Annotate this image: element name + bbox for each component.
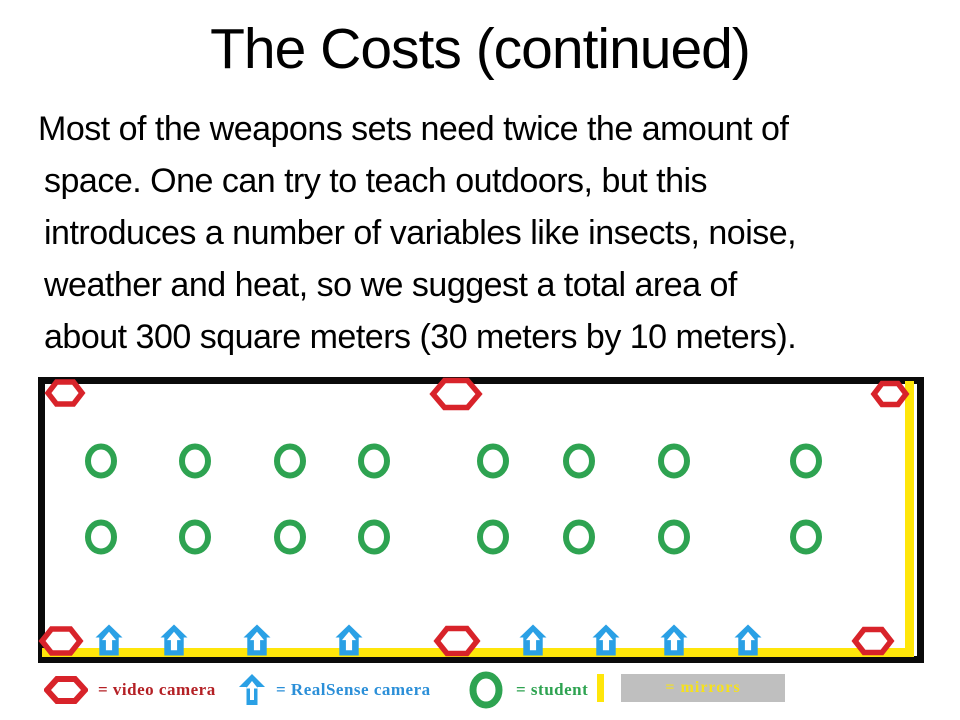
- body-text: Most of the weapons sets need twice the …: [36, 103, 951, 363]
- student-shape: [790, 519, 822, 555]
- realsense-camera-inner-arrow: [101, 631, 117, 651]
- realsense-camera-inner-arrow: [740, 631, 756, 651]
- student-shape: [658, 519, 690, 555]
- mirror-icon: [597, 674, 604, 702]
- realsense-camera-inner-arrow: [598, 631, 614, 651]
- realsense-camera-inner-arrow: [666, 631, 682, 651]
- legend-mirrors-label: = mirrors: [665, 679, 741, 696]
- student-shape: [563, 443, 595, 479]
- realsense-camera-inner-arrow: [249, 631, 265, 651]
- body-line: Most of the weapons sets need twice the …: [38, 110, 789, 148]
- body-line: space. One can try to teach outdoors, bu…: [44, 162, 708, 200]
- mirror-line-bottom: [42, 648, 914, 657]
- student-shape: [477, 443, 509, 479]
- legend-video-camera: = video camera: [44, 676, 216, 704]
- legend-mirrors-box: = mirrors: [621, 674, 785, 702]
- student-shape: [85, 519, 117, 555]
- realsense-camera-inner-arrow: [341, 631, 357, 651]
- mirror-line-right: [905, 381, 914, 657]
- legend-student-label: = student: [516, 680, 589, 699]
- video-camera-shape: [433, 625, 481, 657]
- student-shape: [477, 519, 509, 555]
- body-line: introduces a number of variables like in…: [44, 214, 797, 252]
- room-floor: [45, 384, 917, 656]
- student-shape: [179, 443, 211, 479]
- video-camera-shape: [38, 626, 84, 656]
- video-camera-shape: [429, 377, 483, 411]
- legend-video-camera-label: = video camera: [98, 680, 216, 699]
- video-camera-shape: [851, 626, 895, 656]
- student-shape: [658, 443, 690, 479]
- legend-mirrors: = mirrors: [597, 674, 785, 702]
- realsense-camera-inner-arrow: [525, 631, 541, 651]
- student-shape: [274, 519, 306, 555]
- slide-title: The Costs (continued): [210, 17, 751, 81]
- legend-realsense-camera: = RealSense camera: [238, 673, 431, 707]
- body-line: about 300 square meters (30 meters by 10…: [44, 318, 797, 356]
- video-camera-icon: [44, 676, 88, 704]
- student-shape: [358, 519, 390, 555]
- student-shape: [274, 443, 306, 479]
- student-shape: [358, 443, 390, 479]
- student-shape: [179, 519, 211, 555]
- body-line: weather and heat, so we suggest a total …: [44, 266, 737, 304]
- legend-student: = student: [468, 670, 588, 710]
- realsense-camera-icon: [239, 674, 265, 705]
- video-camera-shape: [44, 379, 86, 407]
- student-icon: [469, 671, 503, 709]
- legend-realsense-camera-label: = RealSense camera: [276, 680, 431, 699]
- student-shape: [790, 443, 822, 479]
- video-camera-shape: [870, 380, 910, 408]
- realsense-camera-inner-arrow: [166, 631, 182, 651]
- student-shape: [85, 443, 117, 479]
- student-shape: [563, 519, 595, 555]
